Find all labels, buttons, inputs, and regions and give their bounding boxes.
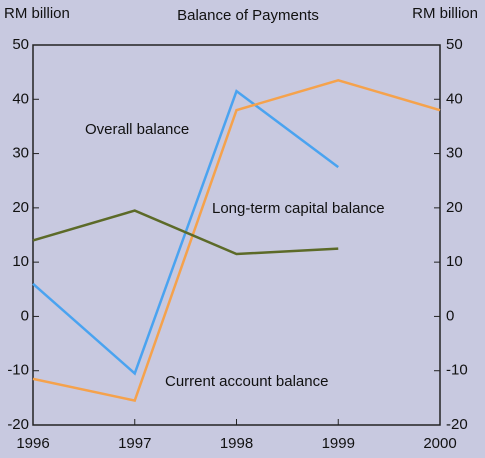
series-label: Overall balance <box>85 121 189 138</box>
y2-tick-label: 30 <box>446 145 463 162</box>
series-line <box>32 209 339 256</box>
series-label: Current account balance <box>165 373 328 390</box>
y2-tick-label: 10 <box>446 253 463 270</box>
chart-title: Balance of Payments <box>177 7 319 24</box>
y-axis-label: RM billion <box>4 5 70 22</box>
y-tick-label: 30 <box>12 145 29 162</box>
y2-tick-label: 50 <box>446 36 463 53</box>
y2-axis-label: RM billion <box>412 5 478 22</box>
y2-tick-label: 0 <box>446 307 454 324</box>
y-tick-label: 20 <box>12 199 29 216</box>
x-tick-label: 1997 <box>118 435 151 452</box>
y-tick-label: 50 <box>12 36 29 53</box>
x-tick-label: 2000 <box>423 435 456 452</box>
y-tick-label: 0 <box>21 307 29 324</box>
y-tick-label: 40 <box>12 90 29 107</box>
series-line <box>32 78 441 403</box>
y-tick-label: 10 <box>12 253 29 270</box>
y2-tick-label: 40 <box>446 90 463 107</box>
x-tick-label: 1996 <box>16 435 49 452</box>
y-tick-label: -20 <box>7 416 29 433</box>
series-label: Long-term capital balance <box>212 200 385 217</box>
y-tick-label: -10 <box>7 362 29 379</box>
y2-tick-label: 20 <box>446 199 463 216</box>
y2-tick-label: -10 <box>446 362 468 379</box>
x-tick-label: 1999 <box>322 435 355 452</box>
y2-tick-label: -20 <box>446 416 468 433</box>
x-tick-label: 1998 <box>220 435 253 452</box>
